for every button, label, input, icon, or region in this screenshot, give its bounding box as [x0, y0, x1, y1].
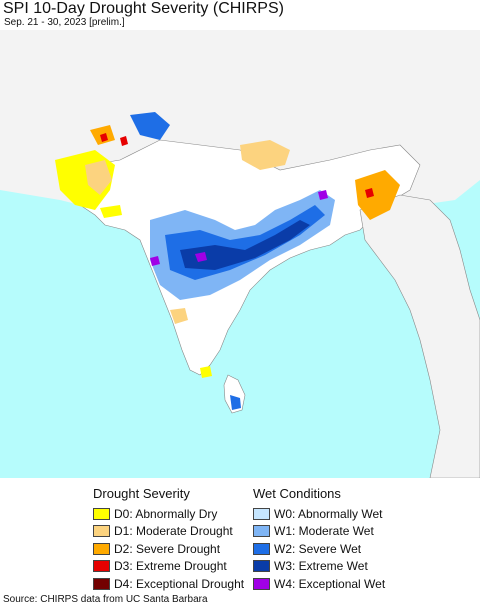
dry-tip: [200, 366, 212, 378]
legend-item-d3: D3: Extreme Drought: [93, 558, 244, 576]
legend-label: W4: Exceptional Wet: [274, 576, 386, 591]
legend-item-d4: D4: Exceptional Drought: [93, 575, 244, 593]
dry-east: [355, 170, 400, 220]
legend-drought: Drought Severity D0: Abnormally Dry D1: …: [93, 486, 244, 593]
legend: Drought Severity D0: Abnormally Dry D1: …: [0, 478, 480, 593]
wet-exceptional-2: [195, 252, 207, 262]
legend-swatch: [253, 525, 270, 538]
legend-wet: Wet Conditions W0: Abnormally Wet W1: Mo…: [253, 486, 385, 593]
legend-swatch: [253, 542, 270, 555]
legend-item-w3: W3: Extreme Wet: [253, 558, 385, 576]
land-myanmar: [359, 194, 480, 478]
legend-swatch: [93, 560, 110, 573]
legend-label: W3: Extreme Wet: [274, 559, 368, 574]
dry-extreme-1: [100, 133, 108, 142]
legend-swatch: [253, 560, 270, 573]
legend-swatch: [93, 525, 110, 538]
legend-swatch: [93, 577, 110, 590]
legend-item-d1: D1: Moderate Drought: [93, 523, 244, 541]
legend-item-w2: W2: Severe Wet: [253, 540, 385, 558]
legend-label: W0: Abnormally Wet: [274, 506, 383, 521]
legend-label: D3: Extreme Drought: [114, 559, 227, 574]
map-title: SPI 10-Day Drought Severity (CHIRPS): [3, 0, 284, 17]
legend-item-w0: W0: Abnormally Wet: [253, 505, 385, 523]
dry-west-moderate: [85, 160, 112, 195]
dry-gujarat: [100, 205, 122, 218]
wet-north: [130, 112, 170, 140]
legend-drought-heading: Drought Severity: [93, 486, 190, 501]
legend-swatch: [93, 542, 110, 555]
legend-swatch: [253, 577, 270, 590]
source-credit: Source: CHIRPS data from UC Santa Barbar…: [3, 594, 208, 605]
legend-item-d2: D2: Severe Drought: [93, 540, 244, 558]
legend-item-d0: D0: Abnormally Dry: [93, 505, 244, 523]
legend-label: D2: Severe Drought: [114, 541, 221, 556]
legend-item-w1: W1: Moderate Wet: [253, 523, 385, 541]
wet-extreme: [180, 220, 310, 270]
legend-label: W2: Severe Wet: [274, 541, 362, 556]
wet-srilanka: [230, 395, 241, 410]
legend-wet-heading: Wet Conditions: [253, 486, 341, 501]
dry-south: [170, 308, 188, 324]
wet-exceptional-1: [150, 256, 160, 266]
legend-item-w4: W4: Exceptional Wet: [253, 575, 385, 593]
legend-swatch: [93, 507, 110, 520]
dry-extreme-2: [120, 136, 128, 146]
dry-east-extreme: [365, 188, 374, 198]
legend-swatch: [253, 507, 270, 520]
legend-label: D4: Exceptional Drought: [114, 576, 245, 591]
dry-north: [240, 140, 290, 170]
legend-label: W1: Moderate Wet: [274, 524, 374, 539]
drought-map: [0, 30, 480, 478]
legend-label: D1: Moderate Drought: [114, 524, 233, 539]
map-subtitle: Sep. 21 - 30, 2023 [prelim.]: [4, 17, 125, 28]
legend-label: D0: Abnormally Dry: [114, 506, 218, 521]
wet-exceptional-3: [318, 190, 328, 200]
